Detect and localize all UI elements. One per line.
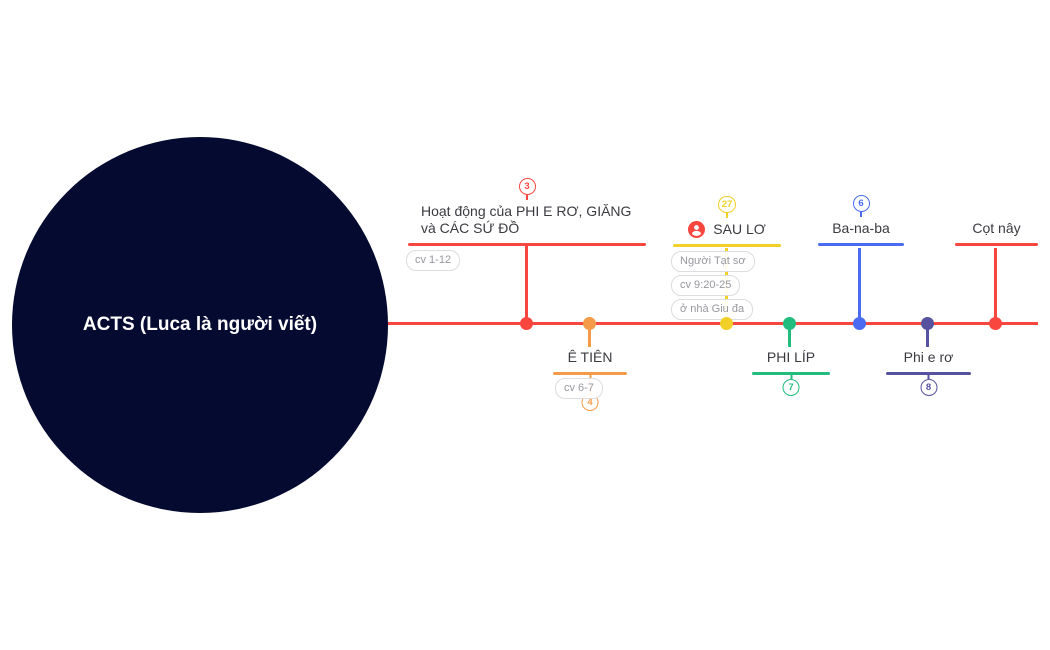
node-title[interactable]: Ê TIÊN — [567, 349, 613, 365]
node-title[interactable]: PHI LÍP — [766, 349, 816, 365]
connector-line-apostles — [525, 246, 528, 324]
root-topic[interactable]: ACTS (Luca là người viết) — [12, 137, 388, 513]
timeline-dot-etien[interactable] — [583, 317, 596, 330]
node-title[interactable]: Cọt nây — [972, 219, 1021, 236]
tag-chapters[interactable]: cv 6-7 — [555, 378, 603, 400]
node-underline — [553, 372, 627, 376]
node-e-tien[interactable]: Ê TIÊN 4 cv 6-7 — [553, 349, 627, 412]
tag-place[interactable]: ở nhà Giu đa — [671, 299, 754, 320]
badge-stem — [790, 375, 792, 380]
root-topic-title: ACTS (Luca là người viết) — [82, 313, 318, 335]
timeline-dot-banaba[interactable] — [853, 317, 866, 330]
node-ba-na-ba[interactable]: 6 Ba-na-ba — [818, 194, 904, 246]
connector-line-phiero — [926, 326, 929, 347]
timeline-dot-phiero[interactable] — [921, 317, 934, 330]
timeline-dot-cotnay[interactable] — [989, 317, 1002, 330]
node-underline — [752, 372, 830, 376]
node-phi-e-ro[interactable]: Phi e rơ 8 — [886, 349, 971, 397]
tag-chapters[interactable]: cv 1-12 — [406, 250, 461, 271]
badge-pin[interactable]: 7 — [782, 375, 800, 397]
connector-line-cotnay — [994, 248, 997, 324]
connector-line-etien — [588, 326, 591, 347]
tag-person[interactable]: Người Tạt sơ — [671, 251, 755, 272]
badge-stem — [860, 211, 862, 217]
node-tags: cv 1-12 — [406, 250, 461, 271]
timeline-dot-apostles[interactable] — [520, 317, 533, 330]
badge-count: 6 — [852, 194, 870, 212]
badge-pin[interactable]: 27 — [717, 195, 737, 218]
badge-stem — [725, 212, 728, 218]
node-underline — [886, 372, 971, 376]
badge-count: 8 — [920, 379, 937, 397]
node-title[interactable]: Phi e rơ — [903, 349, 954, 365]
node-title[interactable]: Hoạt động của PHI E RƠ, GIĂNG và CÁC SỨ … — [421, 202, 632, 236]
node-sau-lo[interactable]: 27 SAU LƠ Người Tạt sơ cv 9:20-25 ở nhà … — [671, 195, 781, 320]
node-tags: Người Tạt sơ cv 9:20-25 ở nhà Giu đa — [671, 251, 755, 320]
timeline-main-line — [388, 322, 1038, 325]
badge-stem — [927, 375, 930, 380]
node-hoat-dong-su-do[interactable]: 3 Hoạt động của PHI E RƠ, GIĂNG và CÁC S… — [406, 177, 646, 271]
tag-verses[interactable]: cv 9:20-25 — [671, 275, 741, 296]
node-cot-nay[interactable]: Cọt nây — [955, 220, 1038, 246]
node-underline — [673, 244, 781, 247]
connector-line-banaba — [858, 248, 861, 324]
node-tags: cv 6-7 — [555, 378, 603, 400]
badge-count: 27 — [717, 195, 737, 213]
node-phi-lip[interactable]: PHI LÍP 7 — [752, 349, 830, 397]
person-icon — [688, 220, 706, 238]
badge-count: 3 — [518, 177, 536, 195]
node-underline — [408, 243, 646, 246]
timeline-dot-saulo[interactable] — [720, 317, 733, 330]
badge-pin[interactable]: 3 — [518, 177, 536, 200]
timeline-dot-philip[interactable] — [783, 317, 796, 330]
badge-pin[interactable]: 6 — [852, 194, 870, 217]
node-title[interactable]: SAU LƠ — [713, 220, 766, 237]
node-title[interactable]: Ba-na-ba — [832, 219, 890, 236]
node-underline — [818, 243, 904, 246]
badge-stem — [526, 194, 528, 200]
connector-line-philip — [788, 326, 791, 347]
badge-count: 7 — [782, 379, 800, 397]
badge-pin[interactable]: 8 — [920, 375, 937, 397]
node-underline — [955, 243, 1038, 246]
